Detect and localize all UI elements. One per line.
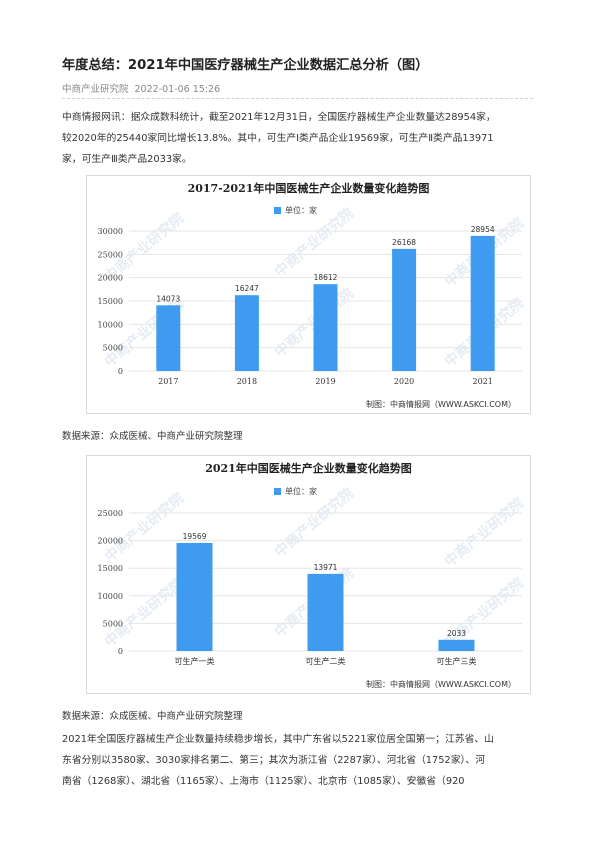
article-datetime: 2022-01-06 15:26 <box>134 84 221 95</box>
source-note: 数据来源：众成医械、中商产业研究院整理 <box>62 711 243 722</box>
chart-title: 2017-2021年中国医械生产企业数量变化趋势图 <box>188 181 430 195</box>
x-tick-label: 2019 <box>315 377 335 386</box>
data-label: 2033 <box>447 629 466 638</box>
y-tick-label: 0 <box>118 367 123 376</box>
y-tick-label: 5000 <box>103 619 123 628</box>
bar <box>313 284 338 371</box>
article-title: 年度总结：2021年中国医疗器械生产企业数据汇总分析（图） <box>62 58 429 73</box>
legend-swatch <box>274 488 281 495</box>
watermark-text: 中商产业研究院 <box>441 575 527 651</box>
legend-swatch <box>274 207 281 214</box>
bar <box>156 305 181 371</box>
y-tick-label: 25000 <box>98 250 123 259</box>
y-tick-label: 15000 <box>98 297 123 306</box>
y-tick-label: 20000 <box>98 537 123 546</box>
chart-footer: 制图：中商情报网（WWW.ASKCI.COM） <box>366 399 516 409</box>
article-source-link[interactable]: 中商产业研究院 <box>62 84 129 95</box>
watermark-text: 中商产业研究院 <box>101 490 187 566</box>
divider <box>62 98 533 99</box>
x-tick-label: 可生产三类 <box>437 656 477 666</box>
outro-line: 2021年全国医疗器械生产企业数量持续稳步增长，其中广东省以5221家位居全国第… <box>62 734 494 745</box>
data-label: 26168 <box>392 238 416 247</box>
chart-class-breakdown-svg: 中商产业研究院中商产业研究院中商产业研究院中商产业研究院中商产业研究院中商产业研… <box>98 461 528 689</box>
data-label: 16247 <box>235 284 259 293</box>
bar <box>176 542 213 651</box>
intro-paragraph: 中商情报网讯：据众成数科统计，截至2021年12月31日，全国医疗器械生产企业数… <box>62 107 533 170</box>
y-tick-label: 30000 <box>98 227 123 236</box>
chart-yearly-trend-svg: 中商产业研究院中商产业研究院中商产业研究院中商产业研究院中商产业研究院中商产业研… <box>98 181 528 409</box>
x-tick-label: 2020 <box>394 377 414 386</box>
data-label: 14073 <box>156 294 180 303</box>
intro-line: 中商情报网讯：据众成数科统计，截至2021年12月31日，全国医疗器械生产企业数… <box>62 112 496 123</box>
chart-class-breakdown: 中商产业研究院中商产业研究院中商产业研究院中商产业研究院中商产业研究院中商产业研… <box>86 455 531 694</box>
intro-line: 较2020年的25440家同比增长13.8%。其中，可生产Ⅰ类产品企业19569… <box>62 133 494 144</box>
y-tick-label: 10000 <box>98 592 123 601</box>
y-tick-label: 10000 <box>98 320 123 329</box>
chart-footer: 制图：中商情报网（WWW.ASKCI.COM） <box>366 679 516 689</box>
x-tick-label: 2018 <box>237 377 257 386</box>
watermark-text: 中商产业研究院 <box>441 495 527 571</box>
x-tick-label: 可生产二类 <box>306 656 346 666</box>
y-tick-label: 25000 <box>98 509 123 518</box>
outro-line: 东省分别以3580家、3030家排名第二、第三；其次为浙江省（2287家）、河北… <box>62 755 486 766</box>
bar <box>307 573 344 651</box>
data-label: 19569 <box>183 532 207 541</box>
intro-line: 家，可生产Ⅲ类产品2033家。 <box>62 154 192 165</box>
legend-label: 单位：家 <box>285 205 317 215</box>
legend-label: 单位：家 <box>285 486 317 496</box>
bar <box>438 639 475 651</box>
chart-title: 2021年中国医械生产企业数量变化趋势图 <box>205 461 412 475</box>
article-meta: 中商产业研究院 2022-01-06 15:26 <box>62 81 220 95</box>
y-tick-label: 15000 <box>98 564 123 573</box>
source-note: 数据来源：众成医械、中商产业研究院整理 <box>62 431 243 442</box>
outro-paragraph: 2021年全国医疗器械生产企业数量持续稳步增长，其中广东省以5221家位居全国第… <box>62 729 533 792</box>
y-tick-label: 5000 <box>103 344 123 353</box>
y-tick-label: 20000 <box>98 274 123 283</box>
bar <box>392 248 417 371</box>
data-label: 18612 <box>314 273 338 282</box>
bar <box>234 295 259 371</box>
data-label: 13971 <box>314 563 338 572</box>
data-label: 28954 <box>471 225 495 234</box>
bar <box>470 235 495 371</box>
watermark-text: 中商产业研究院 <box>271 205 357 281</box>
outro-line: 南省（1268家）、湖北省（1165家）、上海市（1125家）、北京市（1085… <box>62 776 465 787</box>
x-tick-label: 可生产一类 <box>175 656 215 666</box>
x-tick-label: 2017 <box>158 377 178 386</box>
watermark-text: 中商产业研究院 <box>101 575 187 651</box>
x-tick-label: 2021 <box>473 377 493 386</box>
chart-yearly-trend: 中商产业研究院中商产业研究院中商产业研究院中商产业研究院中商产业研究院中商产业研… <box>86 175 531 414</box>
y-tick-label: 0 <box>118 647 123 656</box>
